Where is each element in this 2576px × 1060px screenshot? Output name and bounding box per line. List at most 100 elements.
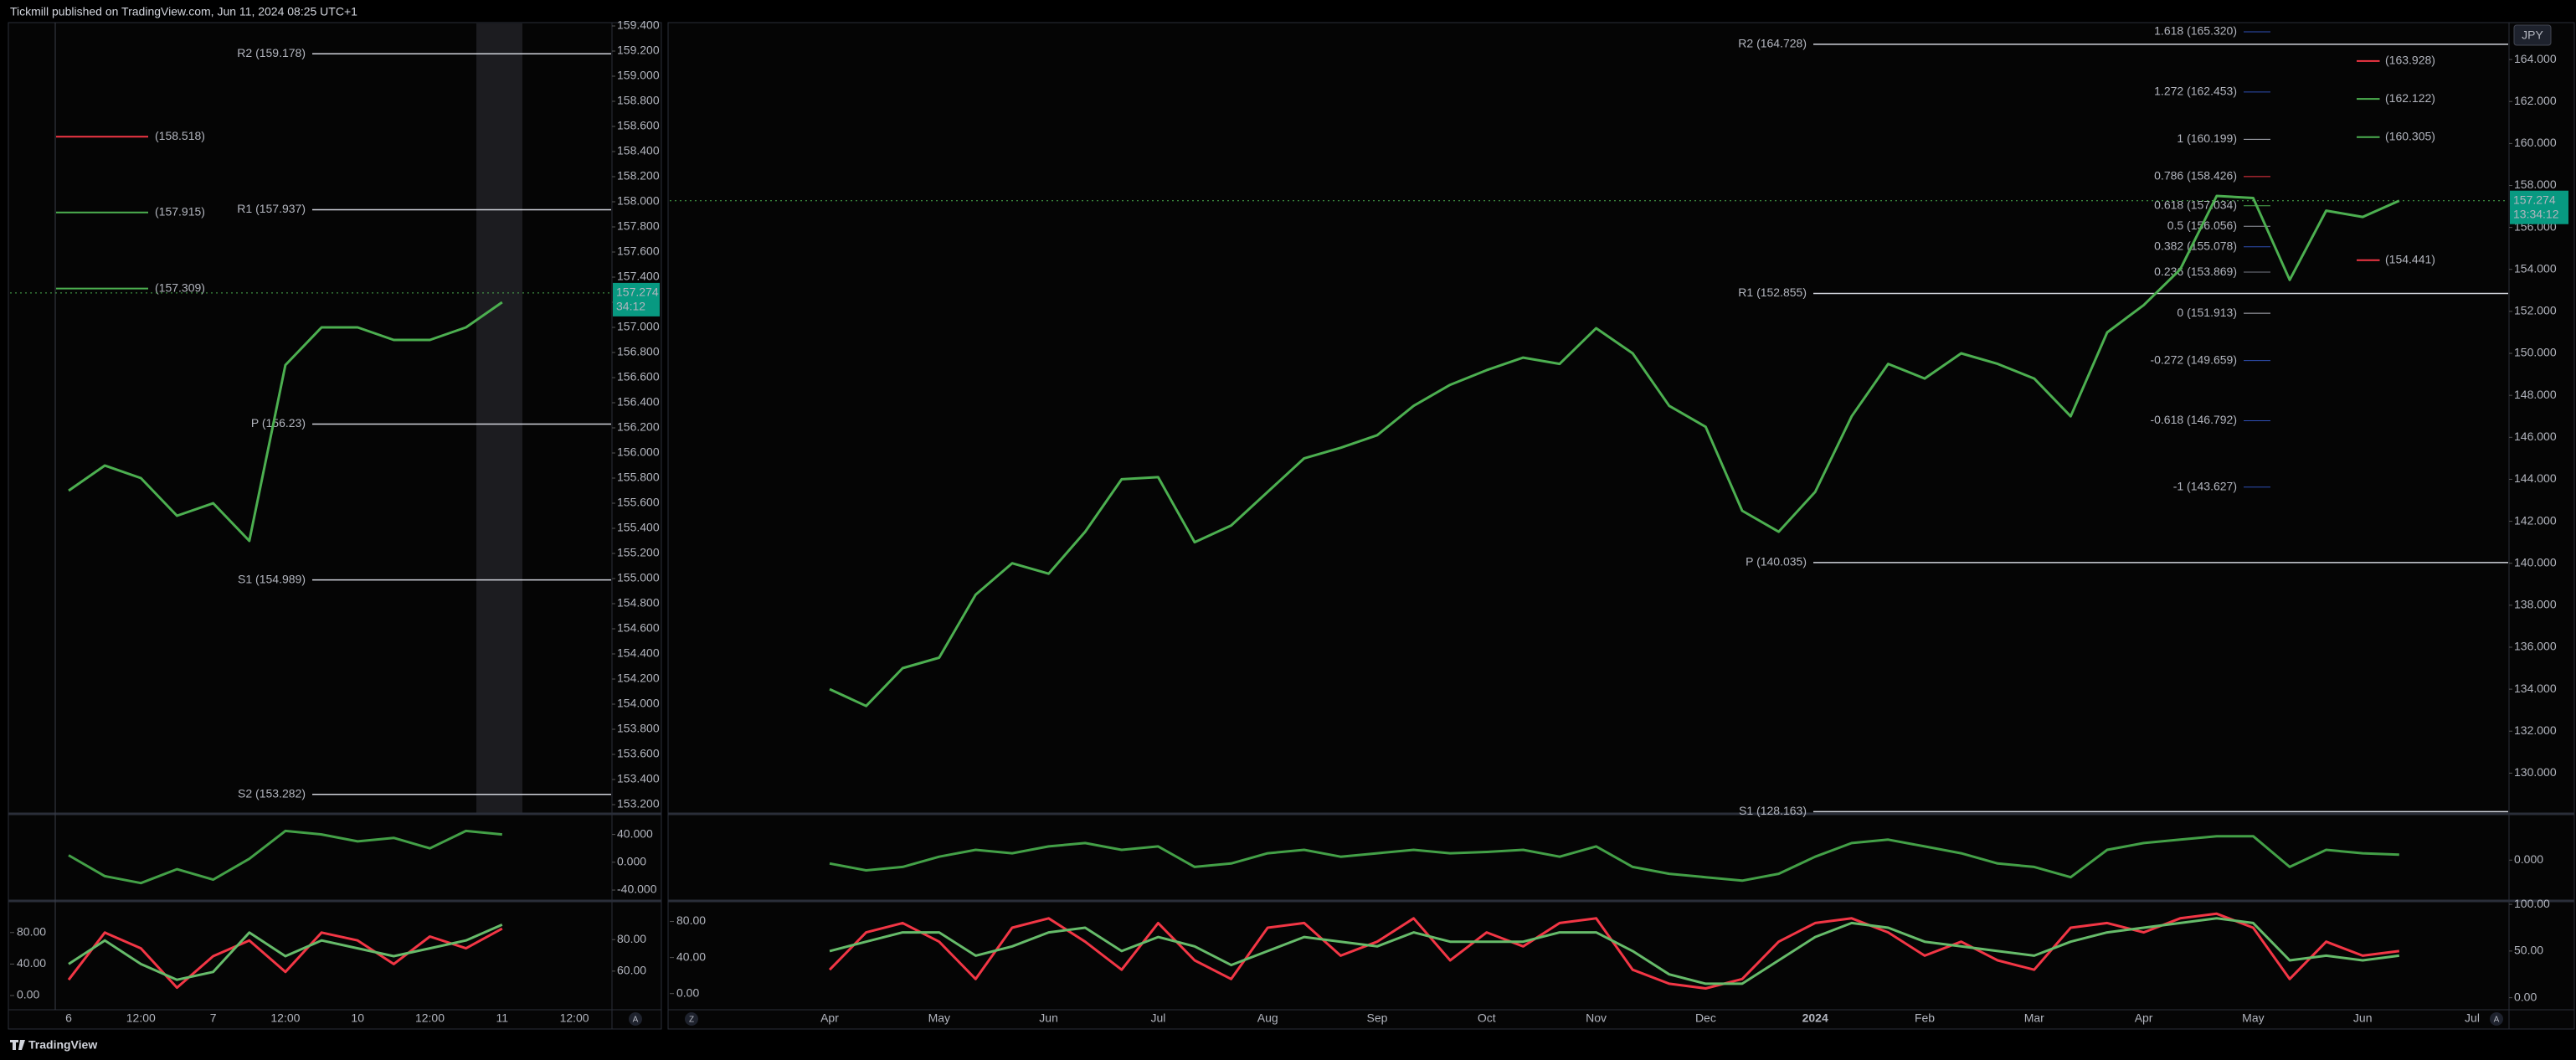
y-tick-label: 155.400 <box>617 521 660 534</box>
y-tick-label: 158.000 <box>2514 178 2557 191</box>
y-tick-label: 0.00 <box>2514 990 2537 1003</box>
y-tick-label: 156.200 <box>617 420 660 434</box>
target-label: (154.441) <box>2385 252 2435 265</box>
y-tick-label: 158.000 <box>617 194 660 208</box>
y-tick-label: 154.000 <box>2514 261 2557 275</box>
pivot-label: R1 (152.855) <box>1738 286 1807 299</box>
currency-button[interactable] <box>2513 24 2552 46</box>
y-tick-label: 146.000 <box>2514 430 2557 443</box>
y-tick-label: 160.000 <box>2514 136 2557 149</box>
pivot-label: R1 (157.937) <box>237 202 306 215</box>
x-tick-label: 12:00 <box>126 1011 156 1025</box>
y2-tick-label: 40.00 <box>676 949 706 963</box>
zoom-label[interactable]: Z <box>689 1016 694 1025</box>
y-tick-label: 138.000 <box>2514 598 2557 611</box>
auto-scale-label[interactable]: A <box>2494 1016 2500 1025</box>
x-tick-label: Oct <box>1478 1011 1496 1025</box>
y2-tick-label: 0.00 <box>17 988 39 1001</box>
target-label: (162.122) <box>2385 91 2435 105</box>
countdown-label: 13:34:12 <box>2513 207 2559 220</box>
y-tick-label: 156.000 <box>617 445 660 459</box>
y-tick-label: 155.600 <box>617 496 660 509</box>
zoom-button[interactable] <box>685 1012 698 1026</box>
y-tick-label: 157.800 <box>617 219 660 233</box>
fib-label: 0.382 (155.078) <box>2154 239 2237 252</box>
y-tick-label: 100.00 <box>2514 897 2550 910</box>
series-line <box>68 924 503 981</box>
y-tick-label: 155.200 <box>617 546 660 559</box>
x-tick-label: 12:00 <box>560 1011 589 1025</box>
x-tick-label: Mar <box>2024 1011 2044 1025</box>
x-tick-label: Jun <box>1039 1011 1058 1025</box>
x-tick-label: 11 <box>496 1011 509 1025</box>
y-tick-label: 148.000 <box>2514 388 2557 401</box>
x-tick-label: May <box>928 1011 950 1025</box>
fib-label: -0.272 (149.659) <box>2150 352 2237 366</box>
y-tick-label: 140.000 <box>2514 555 2557 569</box>
fib-label: 1.272 (162.453) <box>2154 85 2237 98</box>
y-tick-label: 162.000 <box>2514 94 2557 107</box>
y-tick-label: 153.800 <box>617 722 660 735</box>
pivot-label: P (156.23) <box>251 416 306 430</box>
y-tick-label: 142.000 <box>2514 513 2557 527</box>
right-panel <box>667 22 2575 1030</box>
fib-label: 0 (151.913) <box>2177 306 2237 319</box>
pivot-label: S1 (128.163) <box>1739 804 1807 817</box>
session-band <box>476 23 522 813</box>
y-tick-label: 156.800 <box>617 345 660 358</box>
y-tick-label: 132.000 <box>2514 723 2557 737</box>
fib-label: 0.236 (153.869) <box>2154 265 2237 278</box>
y-tick-label: 50.00 <box>2514 944 2543 957</box>
x-tick-label: Jul <box>2465 1011 2480 1025</box>
x-tick-label: May <box>2242 1011 2264 1025</box>
target-label: (157.309) <box>155 280 205 294</box>
x-tick-label: Apr <box>2135 1011 2153 1025</box>
y-tick-label: 150.000 <box>2514 346 2557 359</box>
y2-tick-label: 80.00 <box>676 913 706 927</box>
x-tick-label: Apr <box>820 1011 839 1025</box>
fib-label: 1 (160.199) <box>2177 131 2237 145</box>
y-tick-label: 136.000 <box>2514 640 2557 653</box>
auto-scale-button[interactable] <box>2490 1012 2503 1026</box>
auto-scale-label[interactable]: A <box>633 1016 639 1025</box>
target-label: (160.305) <box>2385 129 2435 142</box>
header: Tickmill published on TradingView.com, J… <box>10 5 357 18</box>
series-line <box>829 917 2399 985</box>
series-line <box>829 835 2399 882</box>
target-label: (157.915) <box>155 204 205 218</box>
auto-scale-button[interactable] <box>629 1012 642 1026</box>
last-price-tag <box>613 282 660 316</box>
y-tick-label: 157.000 <box>617 320 660 333</box>
y-tick-label: 0.000 <box>2514 852 2543 866</box>
y-tick-label: 159.200 <box>617 44 660 57</box>
y-tick-label: 144.000 <box>2514 471 2557 485</box>
y2-tick-label: 40.00 <box>17 956 46 970</box>
series-line <box>828 912 2399 990</box>
target-label: (163.928) <box>2385 54 2435 67</box>
y-tick-label: 155.800 <box>617 471 660 484</box>
x-tick-label: Jul <box>1150 1011 1165 1025</box>
last-price-label: 157.274 <box>616 286 659 299</box>
series-line <box>68 829 502 885</box>
y-tick-label: 0.000 <box>617 855 646 868</box>
y-tick-label: 158.200 <box>617 169 660 183</box>
pivot-label: R2 (164.728) <box>1738 37 1807 50</box>
x-tick-label: Feb <box>1915 1011 1935 1025</box>
y-tick-label: 153.200 <box>617 797 660 810</box>
y2-tick-label: 0.00 <box>676 985 699 999</box>
y-tick-label: 80.00 <box>617 932 646 945</box>
y-tick-label: 152.000 <box>2514 304 2557 317</box>
y-tick-label: 134.000 <box>2514 682 2557 695</box>
target-label: (158.518) <box>155 129 205 142</box>
x-tick-label: 12:00 <box>415 1011 445 1025</box>
last-price-tag <box>2510 190 2568 224</box>
left-panel <box>8 22 662 1030</box>
fib-label: 0.618 (157.034) <box>2154 198 2237 211</box>
y-tick-label: 130.000 <box>2514 765 2557 779</box>
x-tick-label: 2024 <box>1802 1011 1828 1025</box>
currency-label[interactable]: JPY <box>2522 28 2543 42</box>
pivot-label: S1 (154.989) <box>238 572 306 585</box>
y-tick-label: 159.400 <box>617 18 660 32</box>
